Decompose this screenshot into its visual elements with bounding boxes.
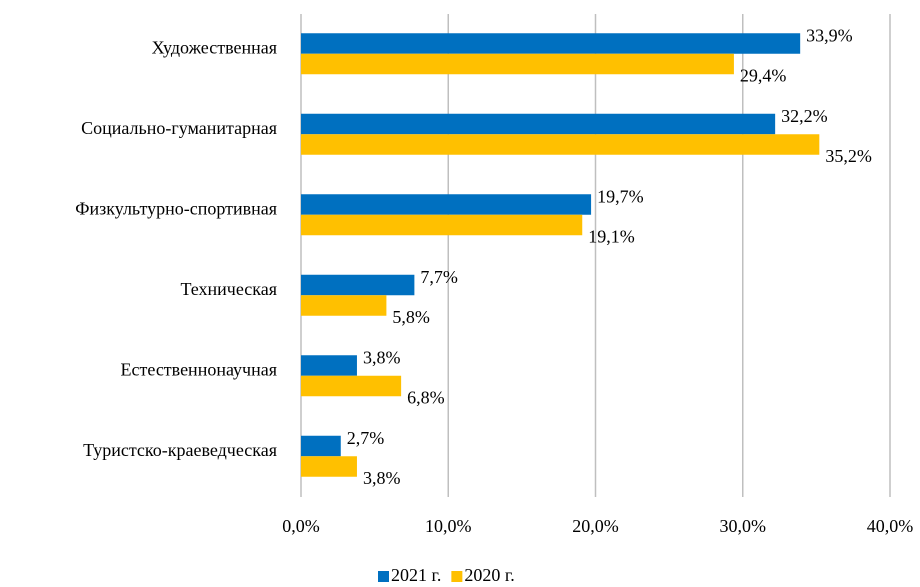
value-label: 33,9% bbox=[806, 25, 853, 45]
y-tick-label: Физкультурно-спортивная bbox=[75, 198, 277, 218]
legend-swatch bbox=[378, 571, 389, 582]
x-tick-label: 10,0% bbox=[425, 516, 472, 536]
bar bbox=[301, 456, 357, 477]
value-label: 3,8% bbox=[363, 347, 401, 367]
bar bbox=[301, 134, 820, 155]
bar bbox=[301, 435, 341, 457]
legend-label: 2020 г. bbox=[464, 565, 514, 585]
bar bbox=[301, 355, 357, 376]
value-label: 19,1% bbox=[588, 226, 635, 246]
value-label: 5,8% bbox=[392, 307, 430, 327]
value-label: 32,2% bbox=[781, 106, 828, 126]
value-label: 7,7% bbox=[420, 267, 458, 287]
y-tick-label: Туристско-краеведческая bbox=[83, 440, 277, 460]
y-tick-label: Социально-гуманитарная bbox=[81, 118, 277, 138]
value-label: 6,8% bbox=[407, 387, 445, 407]
legend-swatch bbox=[451, 571, 463, 582]
y-tick-label: Художественная bbox=[152, 37, 277, 57]
x-tick-label: 40,0% bbox=[867, 516, 914, 536]
bar bbox=[301, 274, 415, 296]
bar bbox=[301, 295, 387, 316]
x-tick-label: 0,0% bbox=[282, 516, 320, 536]
y-tick-label: Техническая bbox=[180, 279, 277, 299]
x-tick-label: 20,0% bbox=[572, 516, 619, 536]
legend-label: 2021 г. bbox=[391, 565, 441, 585]
x-tick-label: 30,0% bbox=[720, 516, 767, 536]
value-label: 2,7% bbox=[347, 428, 385, 448]
value-label: 35,2% bbox=[825, 146, 872, 166]
bar bbox=[301, 113, 776, 135]
bar bbox=[301, 53, 734, 75]
bar bbox=[301, 214, 583, 236]
bar bbox=[301, 375, 402, 397]
value-label: 19,7% bbox=[597, 186, 644, 206]
bar bbox=[301, 194, 592, 215]
bar bbox=[301, 33, 801, 54]
y-tick-label: Естественнонаучная bbox=[121, 359, 277, 379]
value-label: 3,8% bbox=[363, 468, 401, 488]
value-label: 29,4% bbox=[740, 65, 787, 85]
